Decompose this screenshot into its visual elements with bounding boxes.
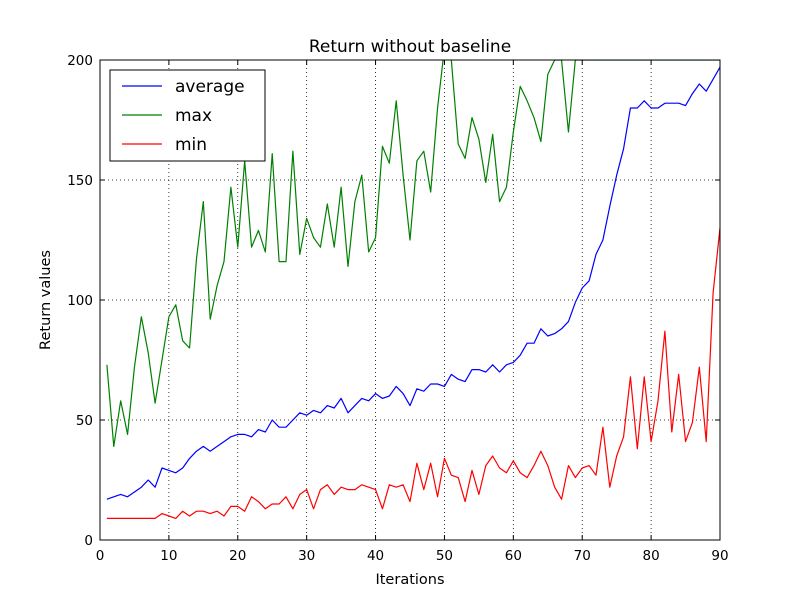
y-tick-label: 100 [67, 293, 93, 309]
x-tick-label: 40 [367, 548, 384, 564]
series-lines [106, 60, 720, 520]
x-tick-label: 50 [436, 548, 453, 564]
series-line-max [106, 60, 720, 447]
x-tick-label: 60 [505, 548, 522, 564]
x-tick-label: 70 [574, 548, 591, 564]
x-tick-label: 80 [643, 548, 660, 564]
x-tick-label: 20 [229, 548, 246, 564]
chart-title: Return without baseline [309, 37, 511, 57]
legend-label-average: average [175, 77, 245, 97]
series-line-average [106, 66, 720, 500]
axis-ticks: 0 10 20 30 40 50 60 70 80 90 0 50 100 150 200 [67, 53, 728, 564]
y-tick-label: 50 [76, 413, 93, 429]
y-axis-label: Return values [38, 250, 54, 350]
legend-label-min: min [175, 135, 207, 155]
x-tick-label: 10 [160, 548, 177, 564]
x-tick-label: 0 [96, 548, 105, 564]
x-axis-label: Iterations [375, 572, 444, 588]
x-tick-label: 90 [711, 548, 728, 564]
legend: average max min [109, 69, 266, 162]
legend-label-max: max [175, 106, 212, 126]
y-tick-label: 150 [67, 173, 93, 189]
x-tick-label: 30 [298, 548, 315, 564]
series-line-min [106, 227, 720, 520]
y-tick-label: 0 [84, 533, 93, 549]
y-tick-label: 200 [67, 53, 93, 69]
